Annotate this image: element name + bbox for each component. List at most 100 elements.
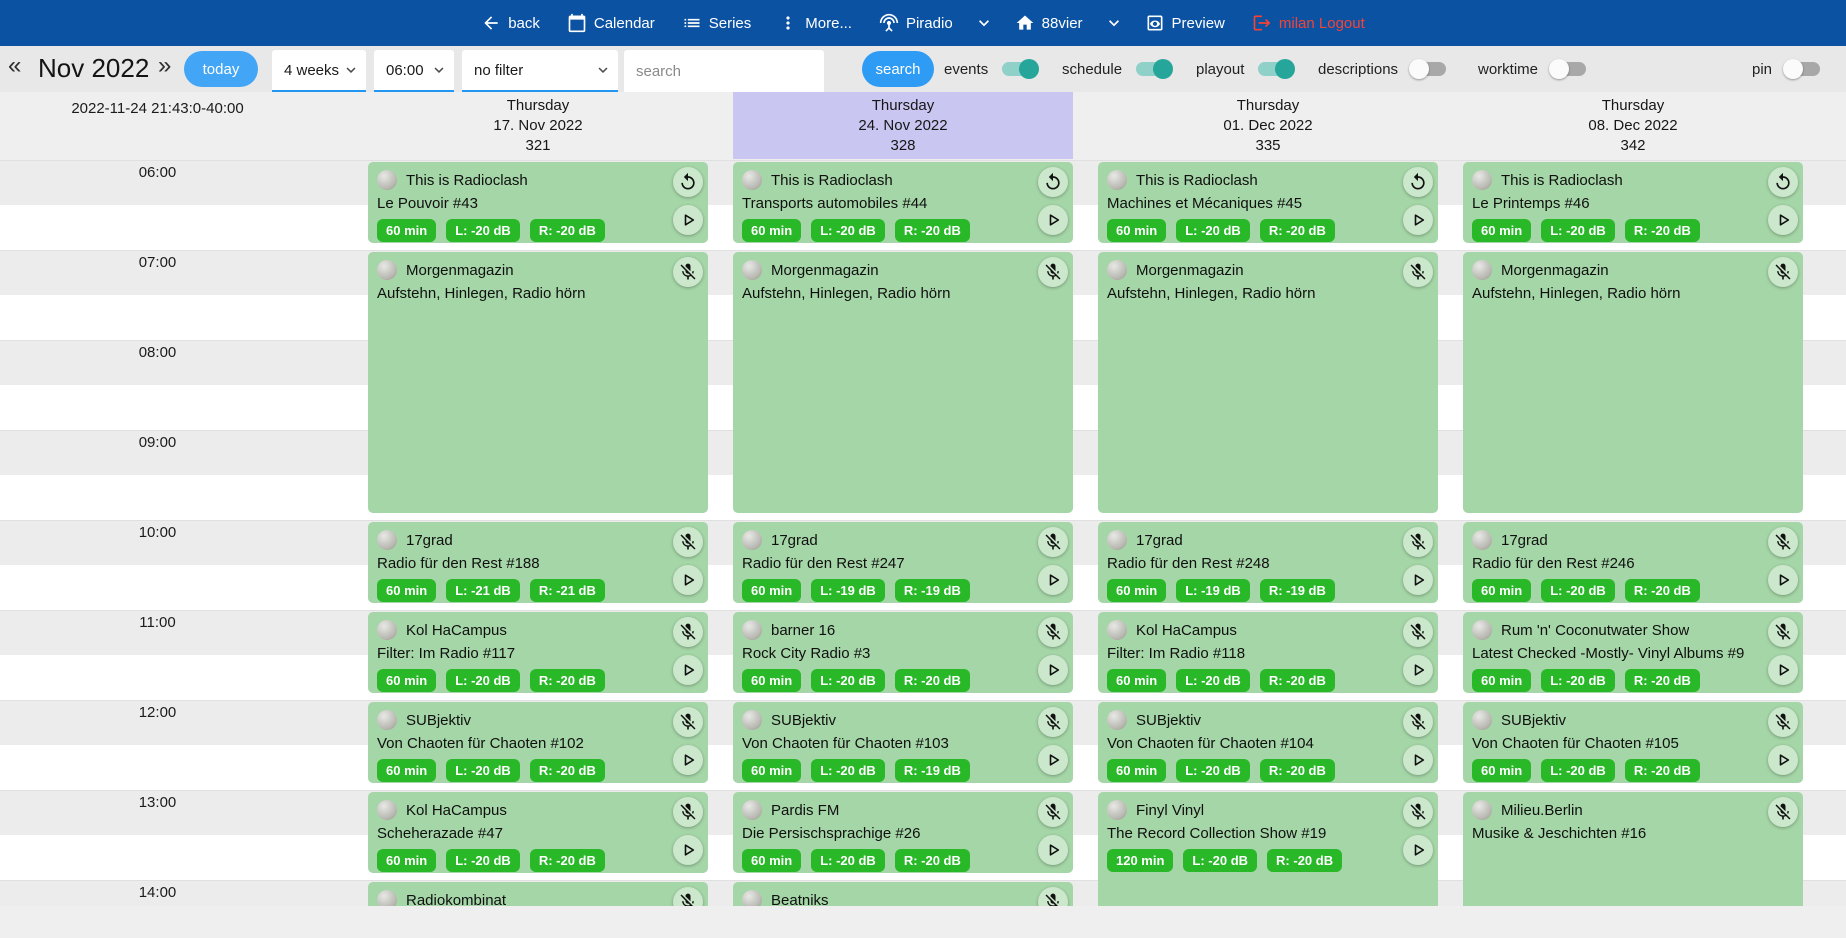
- event-card[interactable]: Pardis FM Die Persischsprachige #26 60 min…: [733, 792, 1073, 873]
- event-card[interactable]: 17grad Radio für den Rest #246 60 min L: -2…: [1463, 522, 1803, 603]
- station-dropdown-chevron[interactable]: [1104, 13, 1124, 33]
- mic-off-button[interactable]: [1403, 527, 1433, 557]
- replay-button[interactable]: [673, 167, 703, 197]
- event-card[interactable]: barner 16 Rock City Radio #3 60 min L: -20 …: [733, 612, 1073, 693]
- play-button[interactable]: [673, 205, 703, 235]
- mic-off-button[interactable]: [1768, 707, 1798, 737]
- mic-off-button[interactable]: [673, 257, 703, 287]
- event-card[interactable]: Kol HaCampus Scheherazade #47 60 min L: -20…: [368, 792, 708, 873]
- mic-off-button[interactable]: [1038, 887, 1068, 906]
- play-button[interactable]: [1768, 565, 1798, 595]
- day-header[interactable]: Thursday 01. Dec 2022 335: [1098, 92, 1438, 159]
- mic-off-button[interactable]: [1038, 617, 1068, 647]
- schedule-toggle[interactable]: [1136, 59, 1174, 79]
- play-button[interactable]: [673, 745, 703, 775]
- mic-off-button[interactable]: [1403, 707, 1433, 737]
- events-toggle-label: events: [944, 60, 989, 78]
- range-select[interactable]: 4 weeks: [272, 50, 366, 92]
- mic-off-button[interactable]: [1768, 257, 1798, 287]
- mic-off-button[interactable]: [1038, 797, 1068, 827]
- play-button[interactable]: [1038, 205, 1068, 235]
- logout-button[interactable]: milan Logout: [1252, 13, 1365, 33]
- nav-item-preview[interactable]: Preview: [1145, 13, 1225, 33]
- mic-off-button[interactable]: [673, 887, 703, 906]
- event-card[interactable]: Rum 'n' Coconutwater Show Latest Checked …: [1463, 612, 1803, 693]
- event-card[interactable]: SUBjektiv Von Chaoten für Chaoten #105 60 …: [1463, 702, 1803, 783]
- event-card[interactable]: Kol HaCampus Filter: Im Radio #118 60 min L…: [1098, 612, 1438, 693]
- mic-off-button[interactable]: [1403, 797, 1433, 827]
- nav-item-calendar[interactable]: Calendar: [567, 13, 655, 33]
- filter-select[interactable]: no filter: [462, 50, 618, 92]
- event-card[interactable]: Finyl Vinyl The Record Collection Show #1…: [1098, 792, 1438, 906]
- play-button[interactable]: [1038, 745, 1068, 775]
- play-button[interactable]: [1768, 205, 1798, 235]
- day-header[interactable]: Thursday 08. Dec 2022 342: [1463, 92, 1803, 159]
- day-header[interactable]: Thursday 24. Nov 2022 328: [733, 92, 1073, 159]
- event-card[interactable]: 17grad Radio für den Rest #248 60 min L: -1…: [1098, 522, 1438, 603]
- nav-item-station[interactable]: 88vier: [1015, 13, 1083, 33]
- event-card[interactable]: Morgenmagazin Aufstehn, Hinlegen, Radio h…: [1098, 252, 1438, 513]
- play-button[interactable]: [1038, 655, 1068, 685]
- mic-off-button[interactable]: [673, 617, 703, 647]
- event-card[interactable]: Radiokombinat: [368, 882, 708, 906]
- play-button[interactable]: [1403, 655, 1433, 685]
- mic-off-button[interactable]: [673, 707, 703, 737]
- event-card[interactable]: Morgenmagazin Aufstehn, Hinlegen, Radio h…: [733, 252, 1073, 513]
- replay-button[interactable]: [1768, 167, 1798, 197]
- event-card[interactable]: Beatniks: [733, 882, 1073, 906]
- piradio-dropdown-chevron[interactable]: [974, 13, 994, 33]
- nav-item-more[interactable]: More...: [778, 13, 852, 33]
- event-card[interactable]: 17grad Radio für den Rest #188 60 min L: -2…: [368, 522, 708, 603]
- search-submit-button[interactable]: search: [862, 51, 934, 87]
- event-card[interactable]: Milieu.Berlin Musike & Jeschichten #16: [1463, 792, 1803, 906]
- next-month-button[interactable]: »: [158, 52, 172, 79]
- mic-off-button[interactable]: [1403, 257, 1433, 287]
- replay-button[interactable]: [1038, 167, 1068, 197]
- mic-off-button[interactable]: [1038, 257, 1068, 287]
- event-card[interactable]: 17grad Radio für den Rest #247 60 min L: -1…: [733, 522, 1073, 603]
- mic-off-button[interactable]: [673, 797, 703, 827]
- play-button[interactable]: [1768, 745, 1798, 775]
- play-button[interactable]: [1403, 565, 1433, 595]
- mic-off-button[interactable]: [1038, 527, 1068, 557]
- play-button[interactable]: [1768, 655, 1798, 685]
- play-button[interactable]: [1403, 745, 1433, 775]
- event-card[interactable]: SUBjektiv Von Chaoten für Chaoten #103 60 …: [733, 702, 1073, 783]
- play-button[interactable]: [673, 565, 703, 595]
- mic-off-button[interactable]: [1768, 617, 1798, 647]
- play-button[interactable]: [673, 655, 703, 685]
- event-card[interactable]: This is Radioclash Le Pouvoir #43 60 min L:…: [368, 162, 708, 243]
- mic-off-button[interactable]: [673, 527, 703, 557]
- event-card[interactable]: SUBjektiv Von Chaoten für Chaoten #102 60 …: [368, 702, 708, 783]
- pin-toggle[interactable]: [1783, 59, 1821, 79]
- play-button[interactable]: [1038, 835, 1068, 865]
- mic-off-button[interactable]: [1768, 797, 1798, 827]
- event-card[interactable]: Morgenmagazin Aufstehn, Hinlegen, Radio h…: [368, 252, 708, 513]
- event-card[interactable]: This is Radioclash Machines et Mécaniques…: [1098, 162, 1438, 243]
- day-header[interactable]: Thursday 17. Nov 2022 321: [368, 92, 708, 159]
- nav-item-series[interactable]: Series: [682, 13, 751, 33]
- mic-off-button[interactable]: [1038, 707, 1068, 737]
- search-input[interactable]: [624, 50, 824, 92]
- today-button[interactable]: today: [184, 51, 258, 87]
- back-button[interactable]: back: [481, 13, 540, 33]
- play-button[interactable]: [673, 835, 703, 865]
- event-card[interactable]: Morgenmagazin Aufstehn, Hinlegen, Radio h…: [1463, 252, 1803, 513]
- play-button[interactable]: [1403, 205, 1433, 235]
- replay-button[interactable]: [1403, 167, 1433, 197]
- nav-item-piradio[interactable]: Piradio: [879, 13, 953, 33]
- previous-month-button[interactable]: «: [8, 52, 22, 79]
- event-card[interactable]: Kol HaCampus Filter: Im Radio #117 60 min L…: [368, 612, 708, 693]
- event-card[interactable]: This is Radioclash Le Printemps #46 60 min…: [1463, 162, 1803, 243]
- event-card[interactable]: This is Radioclash Transports automobiles…: [733, 162, 1073, 243]
- play-button[interactable]: [1038, 565, 1068, 595]
- events-toggle[interactable]: [1002, 59, 1040, 79]
- worktime-toggle[interactable]: [1549, 59, 1587, 79]
- event-card[interactable]: SUBjektiv Von Chaoten für Chaoten #104 60 …: [1098, 702, 1438, 783]
- descriptions-toggle[interactable]: [1409, 59, 1447, 79]
- play-button[interactable]: [1403, 835, 1433, 865]
- mic-off-button[interactable]: [1768, 527, 1798, 557]
- playout-toggle[interactable]: [1258, 59, 1296, 79]
- start-time-select[interactable]: 06:00: [374, 50, 454, 92]
- mic-off-button[interactable]: [1403, 617, 1433, 647]
